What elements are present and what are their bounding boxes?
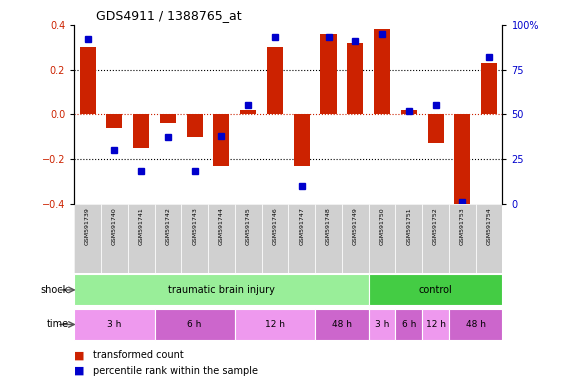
Text: GSM591739: GSM591739 [85,207,90,245]
Text: GDS4911 / 1388765_at: GDS4911 / 1388765_at [96,9,242,22]
Bar [79,47,96,114]
Bar [187,114,203,137]
Bar [235,309,315,340]
Bar [369,204,395,273]
Text: GSM591749: GSM591749 [353,207,358,245]
Bar [133,114,149,148]
Bar [240,110,256,114]
Bar [455,114,471,204]
Text: 3 h: 3 h [107,320,122,329]
Text: GSM591743: GSM591743 [192,207,197,245]
Bar [395,309,422,340]
Text: percentile rank within the sample: percentile rank within the sample [93,366,258,376]
Bar [293,114,309,166]
Text: control: control [419,285,452,295]
Bar [235,204,262,273]
Bar [449,204,476,273]
Text: time: time [46,319,69,329]
Text: 12 h: 12 h [265,320,285,329]
Bar [476,204,502,273]
Text: ■: ■ [74,366,85,376]
Bar [128,204,155,273]
Text: GSM591740: GSM591740 [112,207,117,245]
Bar [315,309,369,340]
Text: shock: shock [41,285,69,295]
Bar [214,114,230,166]
Bar [481,63,497,114]
Text: GSM591744: GSM591744 [219,207,224,245]
Bar [262,204,288,273]
Text: GSM591754: GSM591754 [486,207,492,245]
Bar [74,309,155,340]
Text: 48 h: 48 h [466,320,486,329]
Bar [449,309,502,340]
Bar [155,309,235,340]
Text: ■: ■ [74,350,85,360]
Bar [395,204,422,273]
Text: GSM591748: GSM591748 [326,207,331,245]
Bar [369,309,395,340]
Text: 3 h: 3 h [375,320,389,329]
Bar [74,204,101,273]
Text: GSM591742: GSM591742 [166,207,170,245]
Bar [74,274,369,306]
Bar [288,204,315,273]
Bar [155,204,182,273]
Bar [401,110,417,114]
Bar [374,30,390,114]
Text: 12 h: 12 h [425,320,445,329]
Text: 6 h: 6 h [187,320,202,329]
Text: GSM591746: GSM591746 [272,207,278,245]
Bar [106,114,122,127]
Text: GSM591750: GSM591750 [380,207,384,245]
Text: GSM591752: GSM591752 [433,207,438,245]
Bar [267,47,283,114]
Bar [347,43,363,114]
Text: transformed count: transformed count [93,350,184,360]
Bar [428,114,444,143]
Text: GSM591741: GSM591741 [139,207,144,245]
Text: GSM591745: GSM591745 [246,207,251,245]
Bar [369,274,502,306]
Text: GSM591753: GSM591753 [460,207,465,245]
Bar [422,204,449,273]
Bar [315,204,342,273]
Bar [342,204,369,273]
Text: traumatic brain injury: traumatic brain injury [168,285,275,295]
Text: GSM591747: GSM591747 [299,207,304,245]
Bar [182,204,208,273]
Bar [101,204,128,273]
Bar [160,114,176,123]
Text: 6 h: 6 h [401,320,416,329]
Bar [208,204,235,273]
Bar [320,34,336,114]
Bar [422,309,449,340]
Text: 48 h: 48 h [332,320,352,329]
Text: GSM591751: GSM591751 [407,207,411,245]
